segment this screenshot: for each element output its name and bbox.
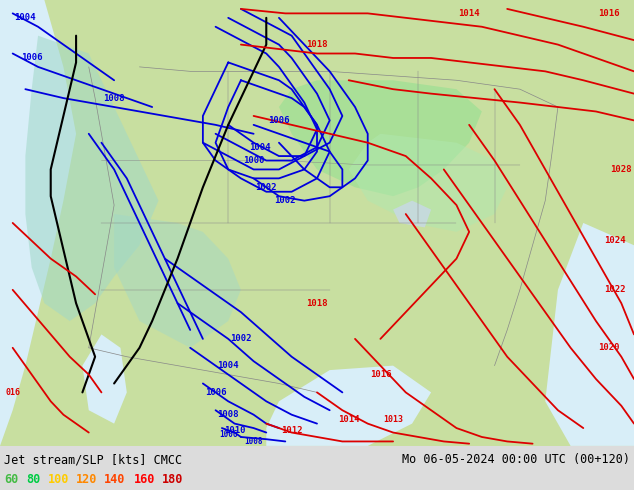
Text: 80: 80 [26,473,40,487]
Text: 1010: 1010 [224,426,245,435]
Text: 1028: 1028 [611,165,632,174]
Text: 1004: 1004 [249,143,271,151]
Text: 1008: 1008 [103,94,125,102]
Text: 160: 160 [134,473,155,487]
Text: 140: 140 [104,473,126,487]
Text: 1018: 1018 [306,299,328,308]
Polygon shape [349,134,507,232]
Text: 1006: 1006 [268,116,290,125]
Text: 1013: 1013 [383,415,403,424]
Polygon shape [279,80,482,196]
Polygon shape [25,36,158,321]
Polygon shape [0,0,634,446]
Polygon shape [82,334,127,423]
Text: 1022: 1022 [604,285,626,294]
Text: 1004: 1004 [217,361,239,370]
Text: 60: 60 [4,473,18,487]
Polygon shape [266,366,431,446]
Text: 1014: 1014 [338,415,359,424]
Text: 1016: 1016 [598,9,619,18]
Text: 120: 120 [76,473,98,487]
Polygon shape [0,0,76,446]
Text: 1020: 1020 [598,343,619,352]
Text: 1004: 1004 [15,13,36,23]
Text: 016: 016 [5,388,20,397]
Text: 1006: 1006 [21,53,42,62]
Text: 1002: 1002 [256,183,277,192]
Text: 1002: 1002 [230,334,252,343]
Text: 1024: 1024 [604,236,626,245]
Polygon shape [114,214,241,348]
Text: 1000: 1000 [243,156,264,165]
Text: 1006: 1006 [205,388,226,397]
Text: 1014: 1014 [458,9,480,18]
Text: 180: 180 [162,473,183,487]
Text: 1012: 1012 [281,426,302,435]
Text: Mo 06-05-2024 00:00 UTC (00+120): Mo 06-05-2024 00:00 UTC (00+120) [402,453,630,466]
Text: 1016: 1016 [370,370,391,379]
Polygon shape [545,223,634,446]
Text: 1018: 1018 [306,40,328,49]
Text: Jet stream/SLP [kts] CMCC: Jet stream/SLP [kts] CMCC [4,453,182,466]
Text: 100: 100 [48,473,69,487]
Polygon shape [393,201,431,227]
Text: 1006: 1006 [219,430,238,439]
Text: 1008: 1008 [244,437,263,446]
Text: 1002: 1002 [275,196,296,205]
Text: 1008: 1008 [217,410,239,419]
